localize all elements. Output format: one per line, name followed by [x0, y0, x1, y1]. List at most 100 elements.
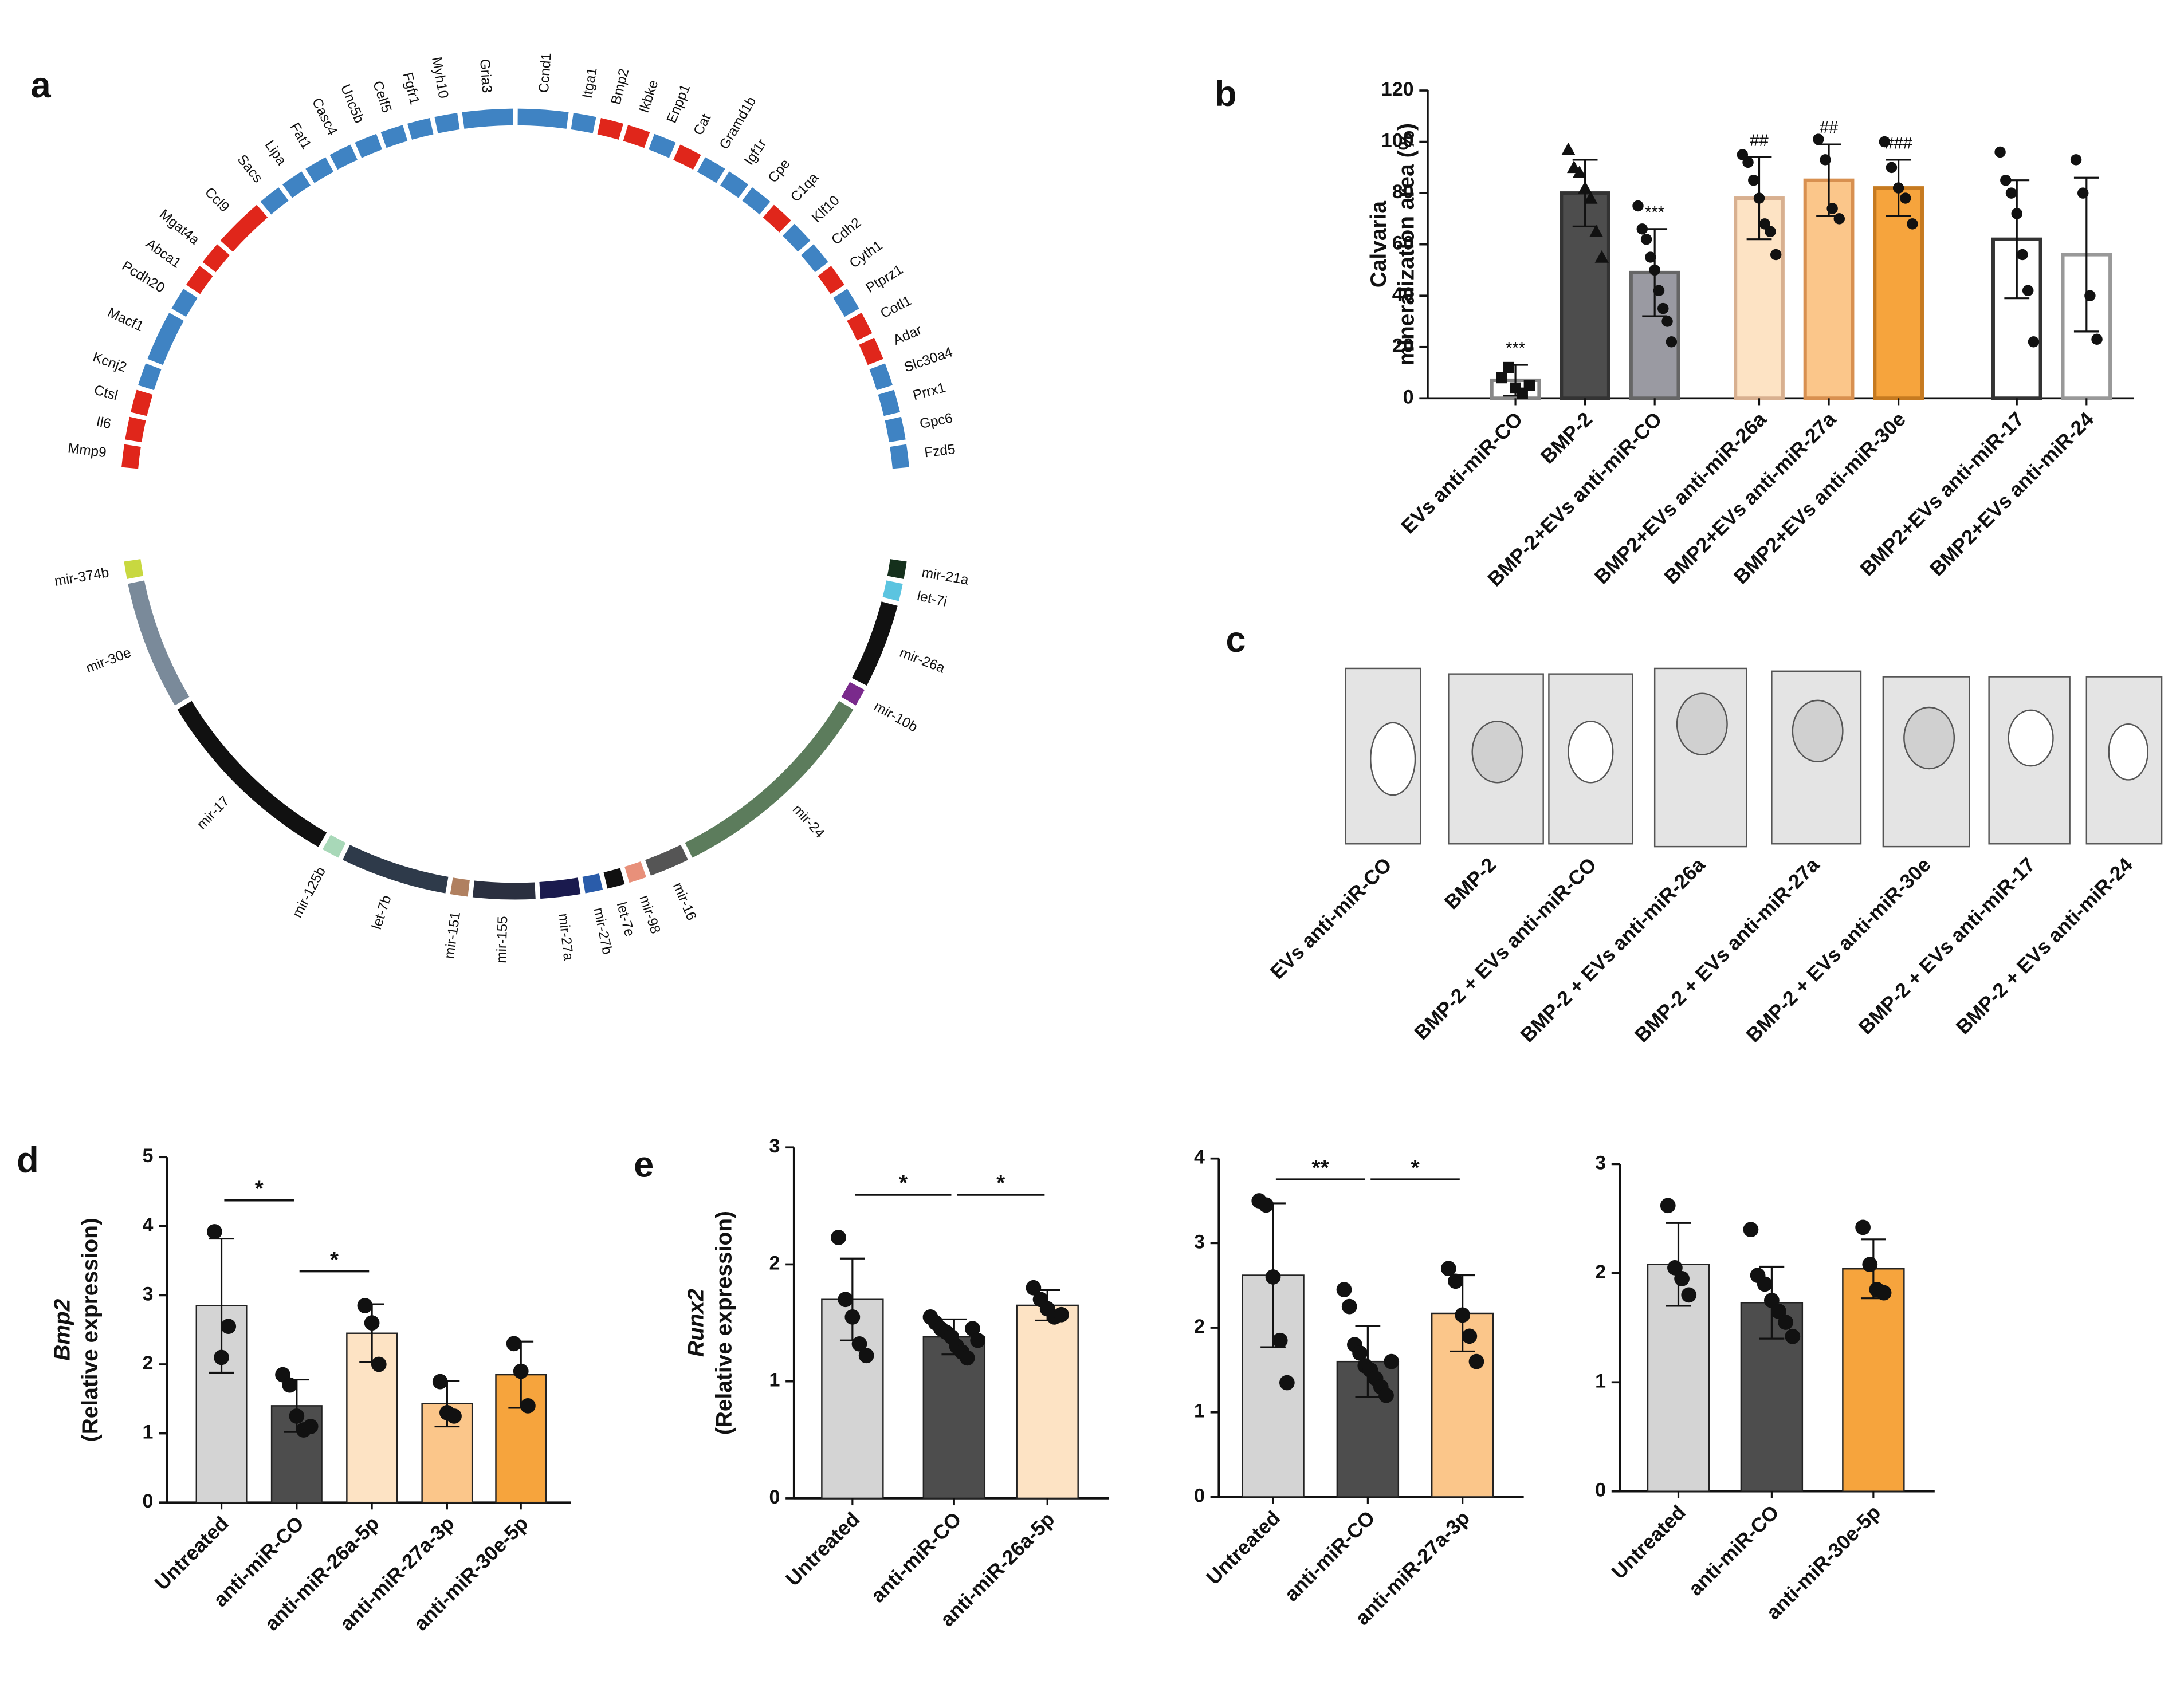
data-point: [1649, 264, 1660, 276]
panel-label: b: [1215, 74, 1237, 114]
panel-label: e: [634, 1144, 654, 1184]
y-tick-label: 40: [1392, 284, 1414, 305]
data-point: [1561, 142, 1576, 155]
chord-segment: [260, 187, 289, 215]
data-point: [303, 1419, 319, 1434]
data-point: [1770, 249, 1782, 261]
data-point: [1667, 1260, 1683, 1276]
chord-label: mir-155: [494, 916, 510, 963]
y-tick-label: 0: [769, 1486, 780, 1508]
y-tick-label: 20: [1392, 335, 1414, 357]
chord-segment: [885, 416, 906, 443]
chord-segment: [763, 204, 791, 233]
data-point: [858, 1348, 874, 1364]
significance-label: ***: [1506, 340, 1525, 358]
data-point: [446, 1408, 462, 1424]
y-tick-label: 120: [1381, 78, 1414, 100]
chord-label: Ccnd1: [536, 52, 555, 93]
data-point: [1753, 192, 1765, 204]
chord-segment: [783, 223, 811, 252]
significance-label: *: [899, 1171, 908, 1196]
y-axis-label: Bmp2: [50, 1298, 75, 1360]
data-point: [1661, 316, 1673, 327]
data-point: [1748, 175, 1759, 186]
data-point: [207, 1224, 222, 1239]
data-point: [1341, 1298, 1357, 1315]
data-point: [1572, 166, 1587, 179]
chord-segment: [323, 835, 346, 858]
data-point: [1496, 372, 1507, 384]
bar: [1842, 1268, 1905, 1492]
error-bar: [2073, 176, 2099, 333]
data-point: [1743, 1222, 1759, 1238]
chord-segment: [878, 389, 901, 416]
data-point: [1272, 1332, 1288, 1348]
data-point: [1820, 154, 1831, 166]
chord-segment: [649, 133, 676, 158]
data-point: [851, 1336, 867, 1352]
data-point: [1636, 223, 1648, 235]
chord-segment: [833, 289, 859, 317]
significance-label: *: [255, 1176, 264, 1201]
data-point: [1785, 1328, 1801, 1344]
chord-segment: [329, 144, 358, 170]
data-point: [1455, 1307, 1471, 1323]
data-point: [1681, 1287, 1697, 1303]
data-point: [831, 1230, 846, 1245]
chord-segment: [202, 244, 230, 273]
chord-segment: [571, 113, 596, 133]
data-point: [1468, 1353, 1484, 1369]
data-point: [844, 1309, 861, 1325]
data-point: [282, 1377, 298, 1393]
data-point: [1352, 1345, 1368, 1361]
chord-segment: [462, 108, 513, 129]
data-point: [1578, 181, 1592, 194]
chord-segment: [220, 204, 268, 252]
y-axis-label: Calvaria: [1366, 201, 1391, 288]
data-point: [506, 1336, 522, 1352]
data-point: [520, 1398, 536, 1414]
y-tick-label: 1: [1194, 1400, 1205, 1422]
y-axis-label: Runx2: [684, 1289, 709, 1357]
chord-segment: [282, 171, 311, 198]
chord-segment: [125, 416, 146, 443]
data-point: [1778, 1315, 1794, 1330]
chord-segment: [841, 682, 865, 706]
data-point: [1523, 380, 1535, 391]
significance-label: **: [1312, 1156, 1330, 1180]
chord-segment: [851, 601, 898, 686]
panel-label: c: [1225, 620, 1246, 660]
data-point: [371, 1356, 387, 1372]
chord-segment: [138, 363, 162, 391]
data-point: [1657, 302, 1669, 314]
chord-segment: [380, 125, 408, 148]
data-point: [1862, 1257, 1878, 1272]
y-tick-label: 2: [1595, 1261, 1606, 1283]
chord-segment: [890, 444, 909, 469]
y-tick-label: 2: [143, 1352, 154, 1374]
chord-segment: [887, 559, 907, 579]
chord-segment: [124, 559, 144, 579]
chord-segment: [859, 337, 883, 365]
data-point: [1653, 285, 1665, 296]
y-tick-label: 4: [1194, 1147, 1205, 1168]
data-point: [2070, 154, 2082, 166]
y-tick-label: 1: [143, 1422, 154, 1443]
data-point: [1462, 1328, 1478, 1344]
chord-segment: [582, 873, 603, 894]
y-tick-label: 5: [143, 1145, 154, 1167]
data-point: [2022, 285, 2034, 296]
significance-label: ##: [1750, 132, 1769, 150]
y-tick-label: 1: [769, 1369, 780, 1391]
data-point: [1737, 149, 1749, 160]
data-point: [1503, 361, 1514, 373]
data-point: [1279, 1375, 1295, 1391]
data-point: [1876, 1285, 1892, 1301]
significance-label: ##: [1820, 119, 1839, 137]
data-point: [1258, 1197, 1274, 1213]
data-point: [1265, 1269, 1281, 1285]
y-axis-label: (Relative expression): [78, 1218, 103, 1442]
y-tick-label: 0: [1403, 386, 1414, 408]
calvaria-images: [1345, 667, 2163, 848]
data-point: [1742, 156, 1754, 168]
